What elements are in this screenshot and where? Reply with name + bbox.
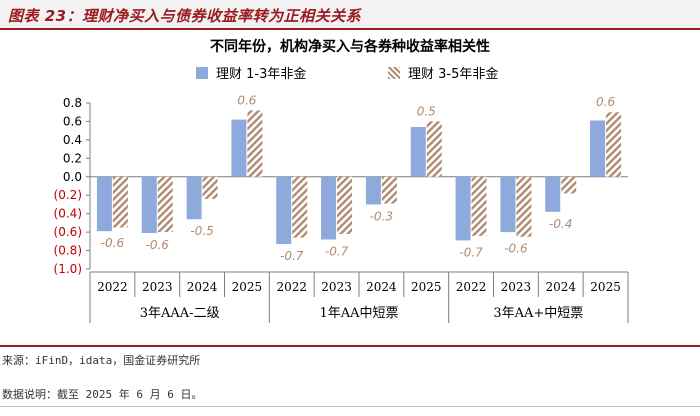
y-tick-label: (0.6) [54, 225, 82, 239]
y-tick-label: 0.0 [63, 170, 82, 184]
bar-series1 [365, 176, 381, 205]
bar-series2 [247, 110, 263, 177]
y-tick-label: (0.8) [54, 244, 82, 258]
bar-series2 [561, 176, 577, 194]
x-tick-label: 2023 [321, 280, 352, 294]
x-tick-label: 2025 [411, 280, 442, 294]
bar-series1 [321, 176, 337, 240]
data-label: -0.3 [370, 209, 393, 223]
x-tick-label: 2025 [232, 280, 263, 294]
bar-series1 [500, 176, 516, 233]
bar-series1 [455, 176, 471, 241]
bar-series2 [516, 176, 532, 237]
data-label: -0.6 [504, 242, 528, 256]
bar-series1 [276, 176, 292, 245]
bar-series2 [292, 176, 308, 238]
bar-series1 [141, 176, 157, 234]
bars-layer [96, 110, 622, 245]
legend-label-series1: 理财 1-3年非金 [216, 67, 307, 82]
bar-series1 [545, 176, 561, 212]
x-tick-label: 2022 [456, 280, 487, 294]
bar-series2 [157, 176, 173, 233]
bar-series2 [426, 121, 442, 177]
note-text: 数据说明：截至 2025 年 6 月 6 日。 [2, 388, 203, 401]
axis-layer: 0.8 0.6 0.4 0.2 0.0 (0.2) (0.4) (0.6) (0.8) (1.0) [54, 96, 628, 276]
bar-series1 [410, 126, 426, 177]
bar-series2 [381, 176, 397, 204]
chart-plot: 0.8 0.6 0.4 0.2 0.0 (0.2) (0.4) (0.6) (0.8) (1.0)… [54, 93, 629, 323]
y-tick-label: (0.4) [54, 207, 82, 221]
data-label: -0.6 [146, 238, 170, 252]
source-text: 来源：iFinD，idata，国金证券研究所 [2, 354, 201, 367]
y-tick-label: 0.4 [63, 133, 82, 147]
x-tick-label: 2023 [501, 280, 532, 294]
x-tick-label: 2024 [187, 280, 218, 294]
y-tick-label: 0.6 [63, 114, 82, 128]
bar-series2 [112, 176, 128, 228]
x-axis-layer: 2022 2023 2024 2025 2022 2023 2024 2025 2022 2023… [89, 271, 629, 323]
bar-series2 [606, 112, 622, 177]
data-label: -0.7 [280, 249, 304, 263]
x-tick-label: 2022 [97, 280, 128, 294]
x-tick-label: 2024 [545, 280, 576, 294]
bar-series1 [231, 119, 247, 177]
x-tick-label: 2022 [276, 280, 307, 294]
legend-swatch-hatched [388, 66, 400, 79]
x-group-label: 3年AA+中短票 [493, 306, 583, 321]
bar-series2 [202, 176, 218, 199]
data-label: -0.5 [190, 224, 213, 238]
x-group-label: 3年AAA-二级 [140, 306, 220, 321]
y-tick-label: (0.2) [54, 188, 82, 202]
x-tick-label: 2025 [590, 280, 621, 294]
y-tick-label: 0.2 [63, 151, 82, 165]
chart-title: 不同年份，机构净买入与各券种收益率相关性 [210, 39, 490, 55]
footer-rule [0, 345, 700, 347]
bar-series2 [337, 176, 353, 234]
y-tick-label: (1.0) [54, 262, 82, 276]
legend-label-series2: 理财 3-5年非金 [408, 67, 499, 82]
x-tick-label: 2023 [142, 280, 173, 294]
bar-series1 [186, 176, 202, 220]
legend-item-series1: 理财 1-3年非金 [196, 63, 306, 82]
data-label: -0.4 [549, 217, 572, 231]
legend-swatch-solid [196, 66, 208, 79]
figure-header: 图表 23：理财净买入与债券收益率转为正相关关系 [8, 7, 362, 25]
legend-item-series2: 理财 3-5年非金 [388, 63, 498, 82]
data-label: -0.7 [459, 245, 483, 259]
chart-legend: 理财 1-3年非金 理财 3-5年非金 [0, 63, 700, 82]
labels-layer: -0.6 -0.6 -0.5 0.6 -0.7 -0.7 -0.3 0.5 -0.7 -0.6 -0… [101, 93, 616, 263]
x-tick-label: 2024 [366, 280, 397, 294]
data-label: 0.5 [417, 104, 436, 118]
bar-series2 [471, 176, 487, 236]
bar-series1 [96, 176, 112, 232]
bottom-rule [0, 406, 700, 407]
data-label: -0.6 [101, 236, 125, 250]
bar-series1 [590, 120, 606, 177]
data-label: 0.6 [237, 93, 256, 107]
y-tick-label: 0.8 [63, 96, 82, 110]
data-label: 0.6 [596, 95, 615, 109]
x-group-label: 1年AA中短票 [319, 306, 398, 321]
figure-header-bar: 图表 23：理财净买入与债券收益率转为正相关关系 [0, 0, 700, 30]
data-label: -0.7 [325, 244, 349, 258]
